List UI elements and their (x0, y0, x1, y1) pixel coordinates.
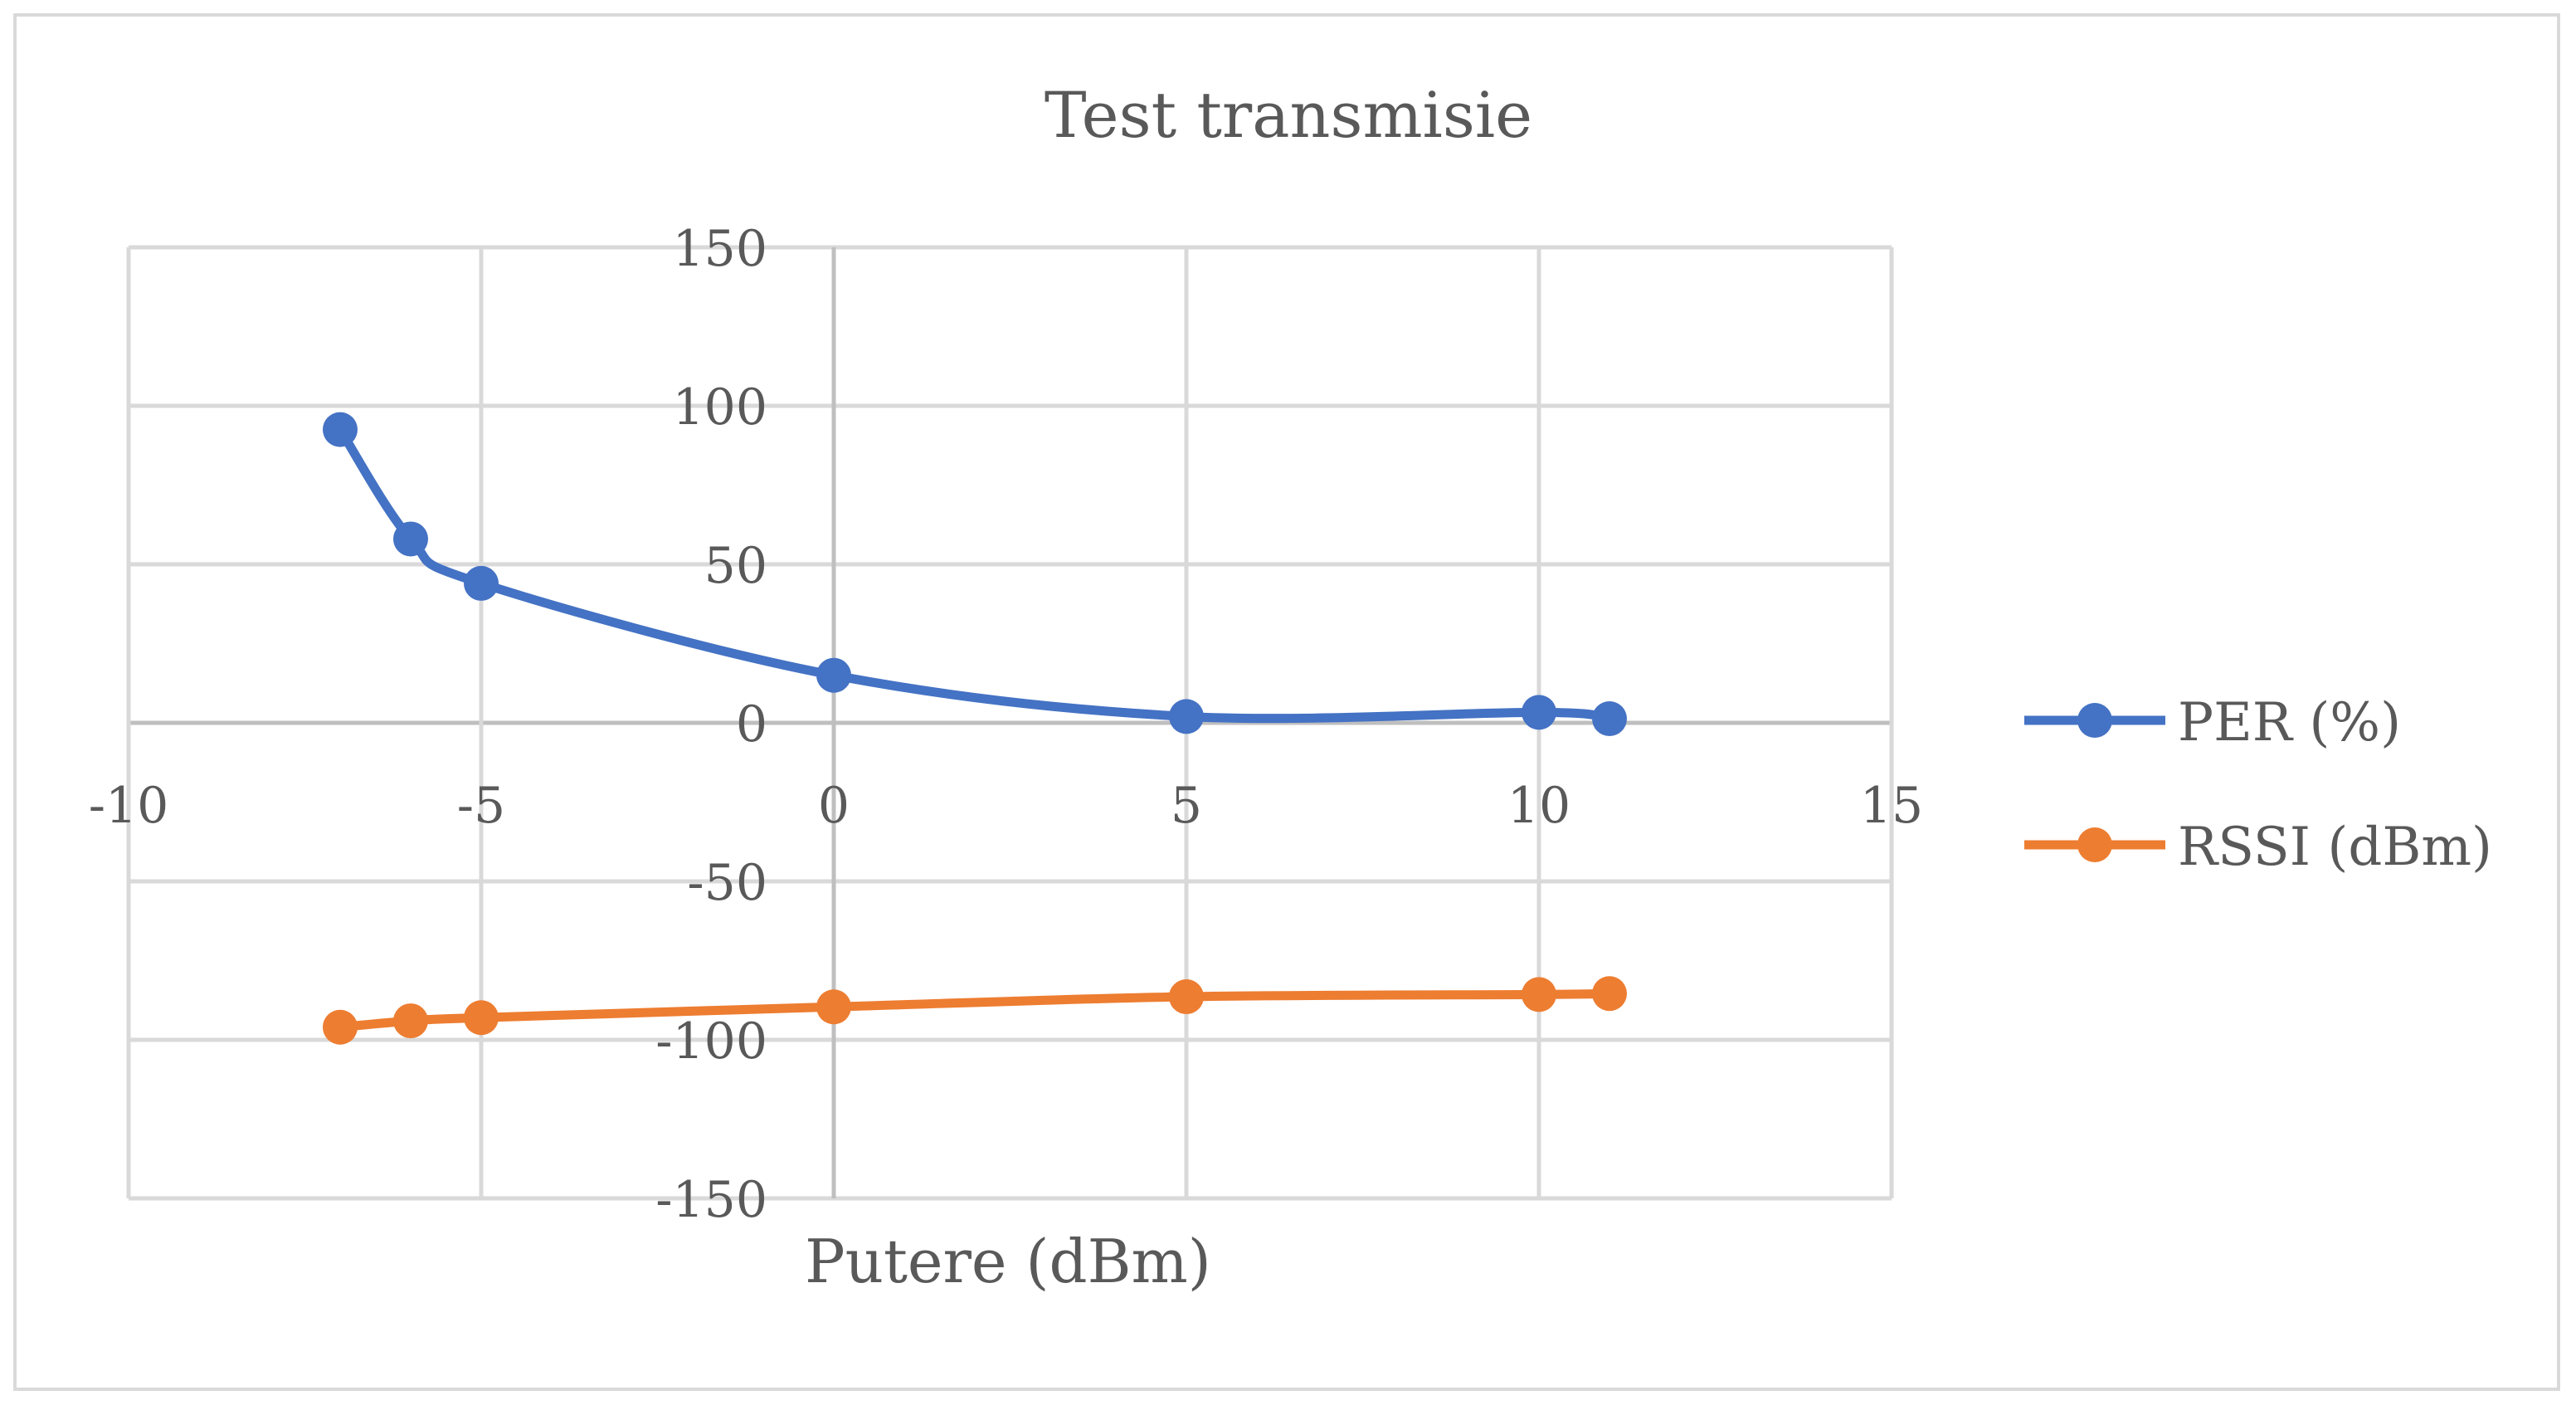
y-tick-label: -50 (687, 854, 767, 912)
x-axis-title: Putere (dBm) (805, 1227, 1211, 1296)
data-point (464, 565, 499, 601)
data-point (816, 989, 851, 1025)
data-point (464, 1000, 499, 1036)
x-tick-label: 15 (1860, 777, 1923, 835)
x-tick-label: -10 (89, 777, 169, 835)
data-point (1169, 699, 1204, 734)
y-tick-label: 150 (672, 220, 767, 278)
data-point (1522, 977, 1556, 1012)
legend-label: PER (%) (2178, 692, 2401, 754)
y-tick-label: -100 (655, 1012, 767, 1071)
data-point (1522, 695, 1556, 730)
x-tick-label: 10 (1507, 777, 1570, 835)
y-tick-label: 0 (736, 695, 767, 754)
data-point (816, 657, 851, 693)
data-point (1592, 701, 1627, 737)
y-tick-label: 100 (672, 378, 767, 437)
data-point (323, 1009, 358, 1045)
series-lines (323, 412, 1627, 1045)
series-line (335, 425, 1614, 724)
gridlines (126, 245, 1894, 1201)
x-tick-label: 5 (1171, 777, 1202, 835)
legend-marker (2077, 827, 2112, 862)
legend-label: RSSI (dBm) (2178, 817, 2492, 878)
chart-title: Test transmisie (1045, 78, 1532, 152)
y-tick-label: -150 (655, 1171, 767, 1229)
x-tick-label: 0 (818, 777, 850, 835)
legend: PER (%) RSSI (dBm) (2024, 692, 2492, 878)
data-point (323, 412, 358, 447)
data-point (1169, 979, 1204, 1015)
x-tick-label: -5 (457, 777, 505, 835)
data-point (1592, 976, 1627, 1012)
y-tick-label: 50 (704, 537, 767, 595)
data-point (393, 521, 428, 557)
data-point (393, 1003, 428, 1039)
legend-marker (2077, 703, 2112, 738)
series-line (335, 988, 1614, 1032)
chart-frame (13, 13, 2560, 1391)
